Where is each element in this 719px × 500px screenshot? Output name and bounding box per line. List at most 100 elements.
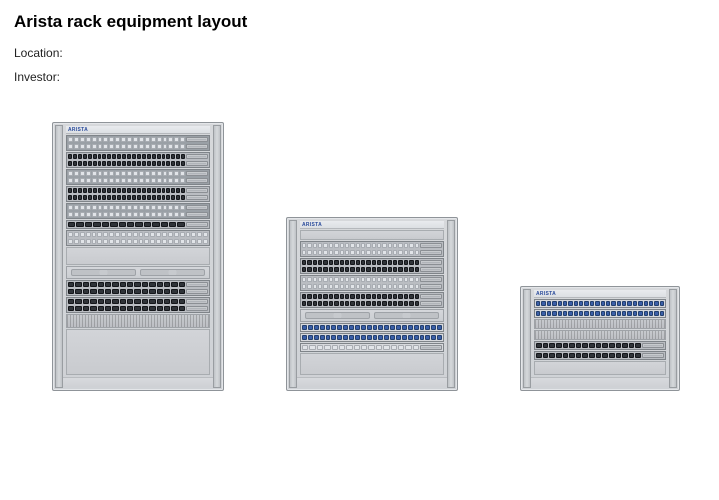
port: [611, 301, 615, 306]
port: [350, 277, 354, 282]
rack-rail-left: [523, 289, 531, 388]
port: [398, 301, 402, 306]
port: [382, 267, 386, 272]
port: [393, 294, 397, 299]
port: [361, 260, 365, 265]
port: [541, 311, 545, 316]
ports-row: [301, 242, 443, 249]
field-location-label: Location:: [14, 46, 63, 60]
port: [109, 137, 114, 142]
port: [122, 154, 126, 159]
port: [425, 335, 430, 340]
port: [171, 161, 175, 166]
port: [86, 137, 91, 142]
port: [579, 311, 583, 316]
port: [552, 311, 556, 316]
port: [563, 301, 567, 306]
rack-base: [290, 377, 454, 387]
port: [147, 188, 151, 193]
perforated-panel: [534, 319, 666, 329]
port: [409, 243, 413, 248]
port: [323, 250, 327, 255]
port: [361, 277, 365, 282]
port: [356, 277, 360, 282]
port: [157, 306, 163, 311]
module-side-block: [186, 212, 208, 217]
port: [582, 353, 588, 358]
ports-row: [535, 300, 665, 307]
blank-panel: [300, 230, 444, 240]
port: [372, 301, 376, 306]
port: [176, 154, 180, 159]
port: [332, 345, 338, 350]
port: [168, 239, 173, 244]
port: [127, 188, 131, 193]
port: [437, 335, 442, 340]
port: [382, 301, 386, 306]
switch-linecard: [66, 135, 210, 151]
port: [176, 195, 180, 200]
port: [179, 306, 185, 311]
port: [318, 260, 322, 265]
port: [314, 335, 319, 340]
port: [162, 161, 166, 166]
port: [83, 154, 87, 159]
port: [142, 282, 148, 287]
port: [590, 311, 594, 316]
port: [547, 311, 551, 316]
rack-base: [524, 377, 676, 387]
port: [654, 311, 658, 316]
port: [127, 161, 131, 166]
port: [110, 222, 117, 227]
module-side-block: [420, 260, 442, 265]
port: [86, 232, 91, 237]
port: [180, 212, 185, 217]
port: [302, 335, 307, 340]
port: [384, 325, 389, 330]
port: [398, 267, 402, 272]
port: [137, 161, 141, 166]
port: [181, 195, 185, 200]
port: [68, 212, 73, 217]
port: [162, 232, 167, 237]
port: [356, 284, 360, 289]
port: [68, 299, 74, 304]
port: [145, 178, 150, 183]
port: [68, 289, 74, 294]
port: [93, 222, 100, 227]
port: [398, 277, 402, 282]
perforated-panel: [534, 330, 666, 340]
port: [404, 277, 408, 282]
port: [151, 205, 156, 210]
port: [404, 284, 408, 289]
port: [121, 205, 126, 210]
port: [149, 282, 155, 287]
port: [103, 239, 108, 244]
port: [345, 301, 349, 306]
port: [558, 311, 562, 316]
port: [180, 239, 185, 244]
port: [307, 301, 311, 306]
port: [112, 154, 116, 159]
port: [157, 212, 162, 217]
port: [361, 243, 365, 248]
module-side-block: [186, 289, 208, 294]
port: [157, 195, 161, 200]
port: [340, 260, 344, 265]
port: [393, 277, 397, 282]
port: [331, 325, 336, 330]
rack-a: ARISTA: [52, 122, 224, 391]
port: [398, 250, 402, 255]
port: [171, 299, 177, 304]
port: [80, 205, 85, 210]
port: [97, 239, 102, 244]
port: [88, 161, 92, 166]
port: [308, 335, 313, 340]
switch-linecard: [300, 323, 444, 332]
port: [334, 260, 338, 265]
port: [109, 144, 114, 149]
port: [75, 289, 81, 294]
port: [390, 335, 395, 340]
port: [171, 282, 177, 287]
port: [186, 232, 191, 237]
